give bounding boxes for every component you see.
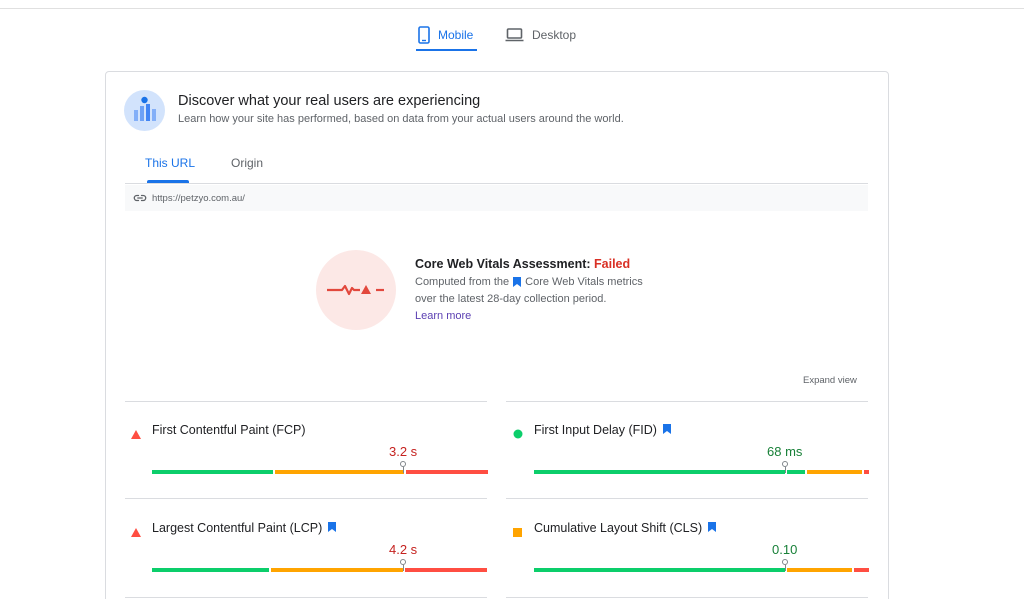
metric-value: 68 ms xyxy=(767,444,803,459)
percentile-marker-line xyxy=(403,565,404,571)
percentile-marker-line xyxy=(785,565,786,571)
tab-desktop[interactable]: Desktop xyxy=(505,18,576,52)
metric-label: Cumulative Layout Shift (CLS) xyxy=(534,521,717,535)
top-divider xyxy=(0,8,1024,9)
percentile-marker xyxy=(782,559,788,565)
metrics-divider-left-mid xyxy=(125,498,487,499)
metrics-divider-right xyxy=(506,401,868,402)
metric-label: First Contentful Paint (FCP) xyxy=(152,423,306,437)
metrics-divider-left-bottom xyxy=(125,597,487,598)
expand-view-button[interactable]: Expand view xyxy=(803,375,857,386)
metric-name: Largest Contentful Paint (LCP) xyxy=(152,521,323,535)
percentile-marker-line xyxy=(785,467,786,473)
status-average-icon xyxy=(513,524,522,542)
tab-origin[interactable]: Origin xyxy=(231,156,264,170)
distribution-bar-segment xyxy=(864,470,869,474)
distribution-bar-segment xyxy=(152,470,273,474)
tab-this-url[interactable]: This URL xyxy=(145,156,196,170)
bookmark-icon xyxy=(708,521,717,535)
assessment-title-prefix: Core Web Vitals Assessment: xyxy=(415,257,595,271)
assessment-failed-icon xyxy=(316,250,396,330)
assessment-desc-prefix: Computed from the xyxy=(415,276,510,288)
scope-tabs: This URL Origin xyxy=(125,146,868,184)
metrics-divider-right-bottom xyxy=(506,597,868,598)
metric-label: Largest Contentful Paint (LCP) xyxy=(152,521,337,535)
distribution-bar-segment xyxy=(787,568,852,572)
metric-label: First Input Delay (FID) xyxy=(534,423,671,437)
mobile-tab-indicator xyxy=(416,49,477,51)
url-text: https://petzyo.com.au/ xyxy=(152,192,245,204)
link-icon xyxy=(133,194,147,202)
distribution-bar-segment xyxy=(152,568,269,572)
distribution-bar-segment xyxy=(406,470,488,474)
url-bar: https://petzyo.com.au/ xyxy=(125,185,868,211)
assessment-description-line2: over the latest 28-day collection period… xyxy=(415,293,607,305)
assessment-status: Failed xyxy=(594,257,631,271)
percentile-marker xyxy=(400,461,406,467)
distribution-bar-segment xyxy=(405,568,487,572)
laptop-icon xyxy=(505,28,524,42)
percentile-marker xyxy=(400,559,406,565)
metric-name: First Contentful Paint (FCP) xyxy=(152,423,306,437)
tab-mobile[interactable]: Mobile xyxy=(418,18,473,52)
distribution-bar-segment xyxy=(807,470,862,474)
card-title: Discover what your real users are experi… xyxy=(178,93,481,109)
status-good-icon xyxy=(513,426,523,444)
assessment-desc-suffix: Core Web Vitals metrics xyxy=(525,276,643,288)
this-url-tab-indicator xyxy=(147,180,189,183)
bookmark-icon xyxy=(513,277,522,287)
card-subtitle: Learn how your site has performed, based… xyxy=(178,113,624,125)
metrics-divider-right-mid xyxy=(506,498,868,499)
status-poor-icon xyxy=(131,426,141,444)
percentile-marker xyxy=(782,461,788,467)
distribution-bar-segment xyxy=(787,470,805,474)
tab-desktop-label: Desktop xyxy=(532,28,577,42)
metric-name: Cumulative Layout Shift (CLS) xyxy=(534,521,703,535)
metric-value: 3.2 s xyxy=(389,444,418,459)
tab-mobile-label: Mobile xyxy=(438,28,474,42)
distribution-bar-segment xyxy=(854,568,869,572)
heartbeat-icon xyxy=(327,284,384,296)
status-poor-icon xyxy=(131,524,141,542)
bookmark-icon xyxy=(662,423,671,437)
metric-value: 4.2 s xyxy=(389,542,418,557)
percentile-marker-line xyxy=(403,467,404,473)
distribution-bar-segment xyxy=(534,470,785,474)
distribution-bar-segment xyxy=(271,568,403,572)
phone-icon xyxy=(418,26,430,44)
learn-more-link[interactable]: Learn more xyxy=(415,310,472,322)
metric-name: First Input Delay (FID) xyxy=(534,423,657,437)
bookmark-icon xyxy=(328,521,337,535)
metrics-divider-left xyxy=(125,401,487,402)
metric-value: 0.10 xyxy=(772,542,798,557)
distribution-bar-segment xyxy=(534,568,785,572)
field-data-card xyxy=(105,71,889,599)
device-tabs: Mobile Desktop xyxy=(0,18,1024,54)
users-chart-icon xyxy=(124,90,165,131)
distribution-bar-segment xyxy=(275,470,404,474)
assessment-title: Core Web Vitals Assessment: Failed xyxy=(415,257,630,271)
assessment-description: Computed from the Core Web Vitals metric… xyxy=(415,276,643,288)
